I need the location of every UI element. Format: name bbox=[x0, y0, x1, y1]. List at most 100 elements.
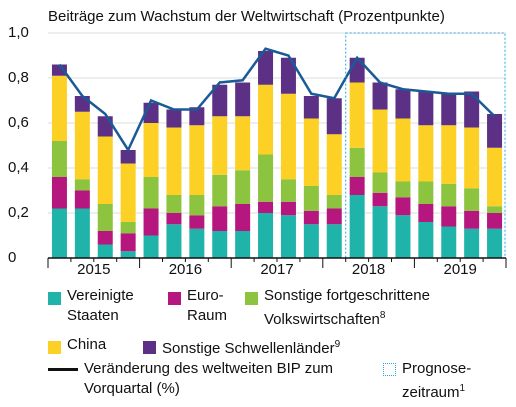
bar-segment bbox=[258, 154, 274, 202]
footnote: 8 bbox=[379, 310, 386, 321]
bar-segment bbox=[74, 96, 90, 112]
bar-segment bbox=[120, 251, 136, 258]
bar-segment bbox=[326, 98, 342, 135]
bar-segment bbox=[280, 93, 296, 180]
legend-label: China bbox=[67, 336, 107, 353]
bar-segment bbox=[395, 181, 411, 198]
bar-segment bbox=[143, 208, 159, 236]
bar-segment bbox=[97, 136, 113, 204]
legend-swatch bbox=[48, 292, 61, 305]
bar-segment bbox=[212, 116, 228, 175]
bar-segment bbox=[464, 127, 480, 189]
bar-segment bbox=[395, 118, 411, 182]
forecast-box bbox=[345, 32, 506, 259]
bar-segment bbox=[487, 147, 503, 207]
bar-segment bbox=[326, 195, 342, 209]
legend-swatch bbox=[168, 292, 181, 305]
bar-segment bbox=[372, 82, 388, 110]
bar-segment bbox=[74, 208, 90, 258]
bar-segment bbox=[464, 188, 480, 211]
legend-swatch bbox=[143, 341, 156, 354]
bar-segment bbox=[395, 197, 411, 216]
bar-segment bbox=[326, 208, 342, 225]
bar-segment bbox=[235, 170, 251, 204]
bar-segment bbox=[349, 177, 365, 195]
bar-segment bbox=[372, 109, 388, 173]
legend-label: Sonstige fortgeschrittene Volkswirtschaf… bbox=[264, 286, 504, 330]
bar-segment bbox=[464, 228, 480, 258]
bar-segment bbox=[326, 134, 342, 195]
bar-segment bbox=[74, 111, 90, 180]
bar-segment bbox=[166, 224, 182, 258]
x-year-label: 2015 bbox=[77, 261, 110, 278]
bar-segment bbox=[212, 206, 228, 231]
bar-segment bbox=[166, 109, 182, 128]
bar-segment bbox=[280, 57, 296, 94]
bar-segment bbox=[464, 91, 480, 128]
bar-segment bbox=[303, 118, 319, 186]
x-year-label: 2018 bbox=[352, 261, 385, 278]
bar-segment bbox=[51, 177, 67, 209]
chart: Beiträge zum Wachstum der Weltwirtschaft… bbox=[8, 8, 507, 278]
bar-segment bbox=[441, 226, 457, 258]
bar-segment bbox=[166, 213, 182, 225]
bar-segment bbox=[441, 93, 457, 126]
bar-segment bbox=[97, 204, 113, 231]
bar-segment bbox=[51, 208, 67, 258]
bar-segment bbox=[487, 213, 503, 229]
footnote: 1 bbox=[459, 383, 466, 394]
bar-segment bbox=[441, 183, 457, 207]
chart-title: Beiträge zum Wachstum der Weltwirtschaft… bbox=[48, 8, 445, 25]
bar-segment bbox=[74, 190, 90, 209]
bar-segment bbox=[51, 64, 67, 76]
bar-segment bbox=[487, 114, 503, 148]
y-tick-label: 0,8 bbox=[8, 69, 29, 86]
bar-segment bbox=[487, 206, 503, 213]
bar-segment bbox=[349, 195, 365, 258]
bar-segment bbox=[235, 116, 251, 171]
legend-line bbox=[48, 368, 78, 371]
bar-segment bbox=[189, 107, 205, 126]
bar-segment bbox=[97, 116, 113, 137]
gdp-line bbox=[58, 47, 496, 153]
bar-segment bbox=[143, 177, 159, 209]
bar-segment bbox=[395, 89, 411, 119]
legend-text: Prognose-zeitraum bbox=[402, 360, 472, 401]
y-tick-label: 0,2 bbox=[8, 204, 29, 221]
bar-segment bbox=[418, 91, 434, 126]
legend-swatch bbox=[245, 292, 258, 305]
y-tick-label: 0 bbox=[8, 249, 16, 266]
bar-segment bbox=[372, 192, 388, 207]
bar-segment bbox=[418, 125, 434, 182]
bar-segment bbox=[280, 215, 296, 258]
bar-segment bbox=[143, 123, 159, 177]
bar-segment bbox=[349, 57, 365, 83]
bar-segment bbox=[418, 204, 434, 222]
bar-segment bbox=[441, 206, 457, 227]
bar-segment bbox=[189, 125, 205, 195]
bar-segment bbox=[418, 181, 434, 204]
bar-segment bbox=[97, 231, 113, 245]
bar-segment bbox=[166, 195, 182, 213]
bar-segment bbox=[189, 195, 205, 216]
bar-segment bbox=[120, 233, 136, 252]
legend-label: Euro-Raum bbox=[187, 287, 228, 324]
legend-forecast bbox=[383, 363, 396, 376]
bar-segment bbox=[418, 222, 434, 258]
bar-segment bbox=[372, 172, 388, 193]
bar-segment bbox=[51, 141, 67, 177]
bar-segment bbox=[464, 210, 480, 229]
legend-label: Vereinigte Staaten bbox=[67, 287, 134, 324]
bar-segment bbox=[212, 84, 228, 117]
bar-segment bbox=[303, 186, 319, 211]
x-year-label: 2017 bbox=[260, 261, 293, 278]
bar-segment bbox=[120, 163, 136, 222]
bar-segment bbox=[166, 127, 182, 195]
bar-segment bbox=[212, 174, 228, 207]
bar-segment bbox=[326, 224, 342, 258]
bar-segment bbox=[258, 84, 274, 155]
bar-segment bbox=[235, 204, 251, 231]
bar-segment bbox=[487, 228, 503, 258]
legend-label: Veränderung des weltweiten BIP zum Vorqu… bbox=[84, 360, 334, 397]
